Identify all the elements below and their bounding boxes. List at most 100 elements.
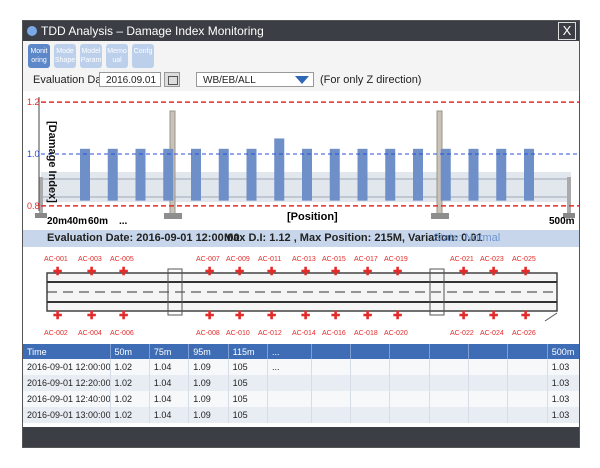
sensor-label: AC-026 xyxy=(512,330,536,337)
chart-bar[interactable] xyxy=(524,148,534,201)
chevron-down-icon[interactable] xyxy=(295,76,309,84)
chart-bar[interactable] xyxy=(163,148,174,201)
x-tick-label-ellipsis: ... xyxy=(119,216,128,227)
table-cell xyxy=(468,375,509,391)
sensor-marker-icon[interactable]: ✚ xyxy=(363,266,372,278)
table-cell xyxy=(389,391,430,407)
sensor-label: AC-014 xyxy=(292,330,316,337)
sensor-marker-icon[interactable]: ✚ xyxy=(521,310,530,322)
sensor-marker-icon[interactable]: ✚ xyxy=(331,310,340,322)
sensor-leader-line xyxy=(544,312,558,322)
tab-mode-shape[interactable]: Mode Shape xyxy=(54,44,76,68)
calendar-icon[interactable] xyxy=(164,72,180,87)
direction-select[interactable]: WB/EB/ALL xyxy=(196,72,314,87)
chart-bar[interactable] xyxy=(218,148,229,201)
chart-bar[interactable] xyxy=(135,148,146,201)
chart-bar[interactable] xyxy=(246,148,257,201)
column-header[interactable]: 95m xyxy=(188,344,229,359)
title-bar: TDD Analysis – Damage Index Monitoring X xyxy=(23,21,579,41)
sensors-top-row: AC-001 ✚ AC-003 ✚ AC-005 ✚ AC-007 ✚ AC-009 ✚ AC-01… xyxy=(44,256,536,278)
column-header[interactable]: ... xyxy=(267,344,312,359)
table-cell: 1.03 xyxy=(547,359,579,375)
column-header[interactable]: 75m xyxy=(149,344,190,359)
column-header[interactable]: 115m xyxy=(228,344,269,359)
table-row[interactable]: 2016-09-01 12:20:00 1.02 1.04 1.09 105 1.03 xyxy=(23,375,579,391)
column-header[interactable] xyxy=(429,344,470,359)
table-row[interactable]: 2016-09-01 12:00:00 1.02 1.04 1.09 105... 1.0… xyxy=(23,359,579,375)
tab-manual[interactable]: Memo ual xyxy=(106,44,128,68)
column-header[interactable]: 50m xyxy=(110,344,150,359)
sensor-marker-icon[interactable]: ✚ xyxy=(87,266,96,278)
sensor-label: AC-015 xyxy=(322,256,346,263)
table-cell xyxy=(429,407,470,423)
tab-monitoring[interactable]: Monit oring xyxy=(28,44,50,68)
table-row[interactable]: 2016-09-01 12:40:00 1.02 1.04 1.09 105 1.03 xyxy=(23,391,579,407)
chart-bar[interactable] xyxy=(468,148,479,201)
sensor-marker-icon[interactable]: ✚ xyxy=(331,266,340,278)
sensor-marker-icon[interactable]: ✚ xyxy=(119,266,128,278)
sensor-marker-icon[interactable]: ✚ xyxy=(301,310,310,322)
evaluation-date-input[interactable]: 2016.09.01 xyxy=(99,72,161,87)
sensor-marker-icon[interactable]: ✚ xyxy=(489,266,498,278)
pylon-plan-left xyxy=(167,268,183,316)
sensor-label: AC-022 xyxy=(450,330,474,337)
table-cell: 1.09 xyxy=(188,407,229,423)
column-header[interactable]: Time xyxy=(23,344,111,359)
sensor-marker-icon[interactable]: ✚ xyxy=(393,310,402,322)
sensor-marker-icon[interactable]: ✚ xyxy=(205,266,214,278)
sensor-marker-icon[interactable]: ✚ xyxy=(267,310,276,322)
chart-bar[interactable] xyxy=(80,148,90,201)
sensor-marker-icon[interactable]: ✚ xyxy=(267,266,276,278)
sensor-label: AC-007 xyxy=(196,256,220,263)
sensor-label: AC-010 xyxy=(226,330,250,337)
evaluation-bar: Evaluation Date: 2016.09.01 WB/EB/ALL (F… xyxy=(23,71,579,91)
sensor-marker-icon[interactable]: ✚ xyxy=(301,266,310,278)
table-cell xyxy=(468,407,509,423)
chart-bar[interactable] xyxy=(413,148,423,201)
chart-bar[interactable] xyxy=(357,148,368,201)
close-button[interactable]: X xyxy=(558,22,576,40)
tab-config[interactable]: Confg xyxy=(132,44,154,68)
sensor-marker-icon[interactable]: ✚ xyxy=(363,310,372,322)
sensor-marker-icon[interactable]: ✚ xyxy=(205,310,214,322)
column-header[interactable] xyxy=(311,344,351,359)
chart-bar[interactable] xyxy=(329,148,340,201)
sensor-marker-icon[interactable]: ✚ xyxy=(489,310,498,322)
column-header[interactable] xyxy=(507,344,548,359)
sensor-label: AC-006 xyxy=(110,330,134,337)
column-header[interactable] xyxy=(468,344,509,359)
chart-bar[interactable] xyxy=(274,138,285,201)
chart-bar[interactable] xyxy=(385,148,396,201)
chart-bar[interactable] xyxy=(302,148,312,201)
sensor-label: AC-005 xyxy=(110,256,134,263)
chart-bars xyxy=(80,138,534,201)
sensor-marker-icon[interactable]: ✚ xyxy=(521,266,530,278)
sensor-marker-icon[interactable]: ✚ xyxy=(53,266,62,278)
x-tick-label-20m: 20m xyxy=(47,216,67,227)
table-cell xyxy=(507,375,548,391)
chart-bar[interactable] xyxy=(107,148,118,201)
sensor-marker-icon[interactable]: ✚ xyxy=(459,266,468,278)
sensor-marker-icon[interactable]: ✚ xyxy=(53,310,62,322)
sensor-label: AC-011 xyxy=(258,256,281,263)
sensor-marker-icon[interactable]: ✚ xyxy=(393,266,402,278)
sensor-marker-icon[interactable]: ✚ xyxy=(87,310,96,322)
column-header[interactable] xyxy=(389,344,430,359)
sensor-marker-icon[interactable]: ✚ xyxy=(459,310,468,322)
sensor-marker-icon[interactable]: ✚ xyxy=(119,310,128,322)
table-cell: 1.09 xyxy=(188,375,229,391)
tab-model-param[interactable]: Model Param xyxy=(80,44,102,68)
damage-index-chart: 1.2 1.0 0.8 [Damage Index] 20m 40m 60m .… xyxy=(23,93,579,229)
column-header[interactable] xyxy=(350,344,391,359)
chart-bar[interactable] xyxy=(440,148,451,201)
data-table-container: Time 50m 75m 95m 115m ... 500m 2016-09-0… xyxy=(23,344,579,426)
table-row[interactable]: 2016-09-01 13:00:00 1.02 1.04 1.09 105 1.03 xyxy=(23,407,579,423)
chart-bar[interactable] xyxy=(191,148,201,201)
chart-bar[interactable] xyxy=(496,148,507,201)
sensor-marker-icon[interactable]: ✚ xyxy=(235,310,244,322)
status-state: State: Normal xyxy=(433,232,501,244)
table-cell: 2016-09-01 12:20:00 xyxy=(23,375,111,391)
column-header[interactable]: 500m xyxy=(547,344,579,359)
pylon-base-left xyxy=(164,213,182,219)
sensor-marker-icon[interactable]: ✚ xyxy=(235,266,244,278)
